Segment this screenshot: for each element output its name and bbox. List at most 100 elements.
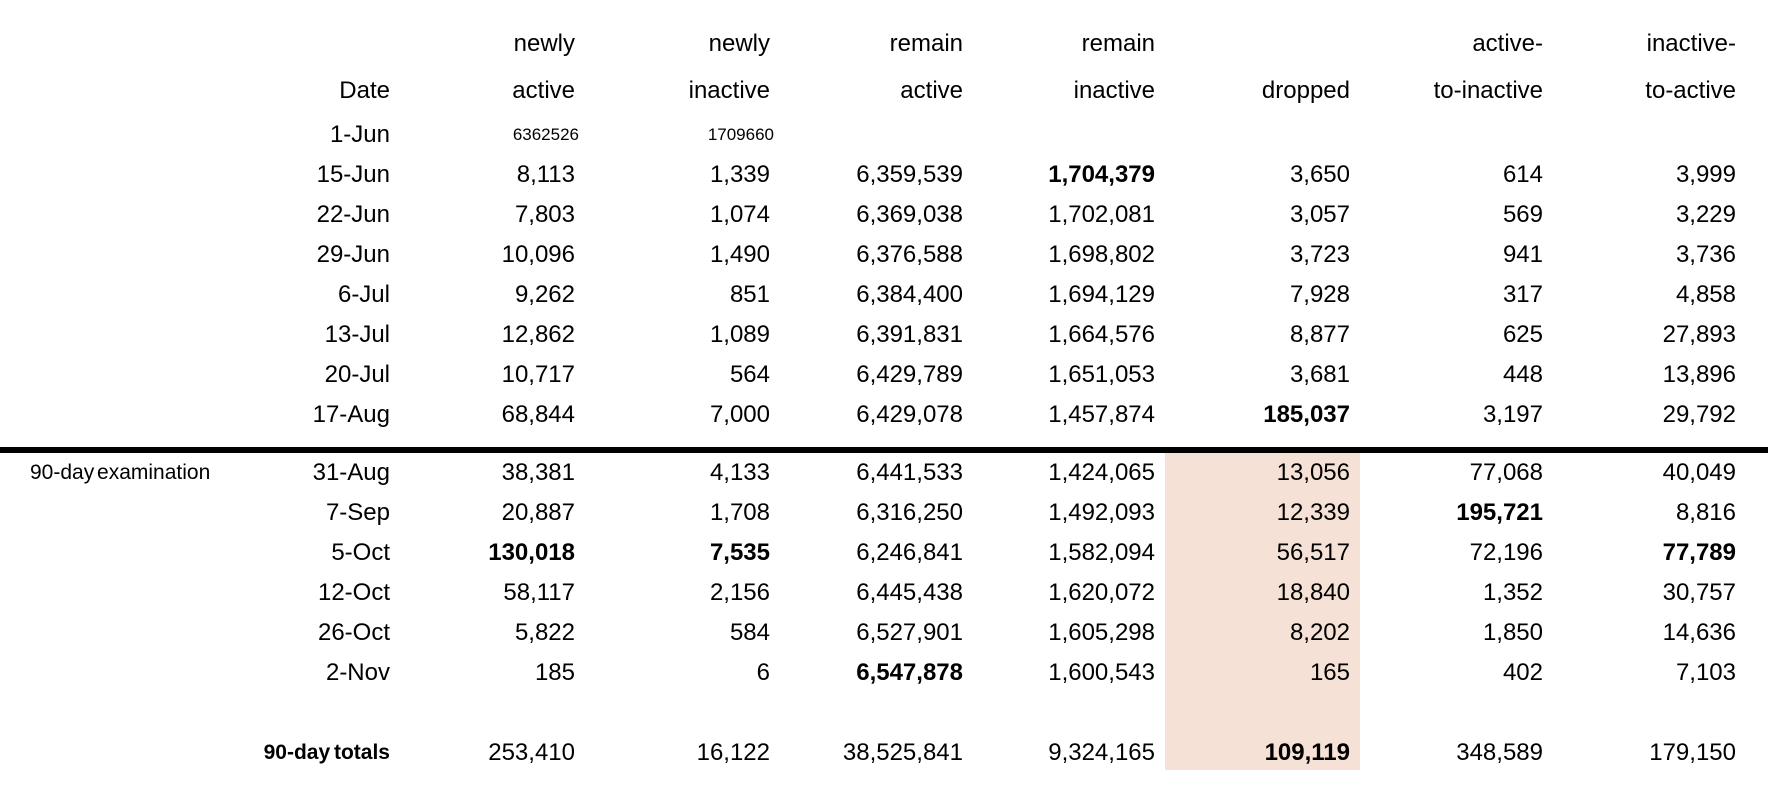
col-header-inactive-to-active-line2[interactable]: to-active — [1645, 77, 1736, 104]
value-cell[interactable]: 6,429,789 — [856, 361, 963, 388]
date-cell[interactable]: 2-Nov — [325, 659, 390, 686]
col-header-remain-inactive-line2[interactable]: inactive — [1073, 77, 1155, 104]
value-cell[interactable] — [1553, 115, 1746, 155]
col-header-remain-active-line2[interactable]: active — [900, 77, 963, 104]
value-cell[interactable]: 448 — [1502, 361, 1543, 388]
date-cell[interactable]: 5-Oct — [331, 539, 390, 566]
value-cell[interactable]: 348,589 — [1456, 739, 1543, 766]
value-cell[interactable]: 1,698,802 — [1048, 241, 1155, 268]
value-cell[interactable]: 68,844 — [501, 401, 575, 428]
value-cell[interactable]: 18,840 — [1276, 579, 1350, 606]
value-cell[interactable]: 1,352 — [1482, 579, 1543, 606]
value-cell[interactable]: 130,018 — [488, 539, 575, 566]
value-cell[interactable]: 317 — [1502, 281, 1543, 308]
date-cell[interactable]: 22-Jun — [316, 201, 390, 228]
value-cell[interactable]: 3,229 — [1675, 201, 1736, 228]
value-cell[interactable]: 3,681 — [1289, 361, 1350, 388]
value-cell[interactable]: 1,074 — [709, 201, 770, 228]
row-label-cell[interactable]: 90-day examination — [30, 461, 211, 484]
value-cell[interactable] — [780, 115, 973, 155]
value-cell[interactable]: 1,089 — [709, 321, 770, 348]
value-cell[interactable]: 14,636 — [1662, 619, 1736, 646]
value-cell[interactable]: 6,359,539 — [856, 161, 963, 188]
value-cell[interactable]: 402 — [1502, 659, 1543, 686]
value-cell[interactable]: 1,694,129 — [1048, 281, 1155, 308]
value-cell[interactable]: 253,410 — [488, 739, 575, 766]
col-header-dropped-line1[interactable] — [1165, 20, 1360, 67]
col-header-dropped-line2[interactable]: dropped — [1261, 77, 1350, 104]
value-cell[interactable]: 185 — [534, 659, 575, 686]
value-cell[interactable]: 6,445,438 — [856, 579, 963, 606]
value-cell[interactable]: 16,122 — [696, 739, 770, 766]
value-cell[interactable]: 13,896 — [1662, 361, 1736, 388]
value-cell[interactable]: 1,424,065 — [1048, 459, 1155, 486]
col-header-newly-active-line2[interactable]: active — [512, 77, 575, 104]
value-cell[interactable]: 56,517 — [1276, 539, 1350, 566]
value-cell[interactable]: 6,369,038 — [856, 201, 963, 228]
value-cell[interactable]: 625 — [1502, 321, 1543, 348]
value-cell[interactable]: 1,702,081 — [1048, 201, 1155, 228]
value-cell[interactable]: 185,037 — [1263, 401, 1350, 428]
value-cell[interactable]: 30,757 — [1662, 579, 1736, 606]
date-cell[interactable]: 17-Aug — [312, 401, 390, 428]
value-cell[interactable]: 4,858 — [1675, 281, 1736, 308]
value-cell[interactable]: 8,816 — [1675, 499, 1736, 526]
value-cell[interactable]: 12,862 — [501, 321, 575, 348]
value-cell[interactable]: 109,119 — [1264, 739, 1350, 766]
col-header-newly-inactive-line1[interactable]: newly — [708, 29, 770, 57]
value-cell[interactable]: 569 — [1502, 201, 1543, 228]
value-cell[interactable]: 584 — [729, 619, 770, 646]
value-cell[interactable]: 1,492,093 — [1048, 499, 1155, 526]
value-cell[interactable]: 9,262 — [514, 281, 575, 308]
col-header-remain-inactive-line1[interactable]: remain — [1081, 29, 1155, 57]
date-cell[interactable]: 7-Sep — [325, 499, 390, 526]
col-header-date[interactable]: Date — [339, 77, 390, 104]
value-cell[interactable]: 6,246,841 — [856, 539, 963, 566]
value-cell[interactable]: 40,049 — [1662, 459, 1736, 486]
value-cell[interactable]: 8,877 — [1289, 321, 1350, 348]
value-cell[interactable]: 6,429,078 — [856, 401, 963, 428]
value-cell[interactable]: 1,582,094 — [1048, 539, 1155, 566]
date-cell[interactable]: 12-Oct — [317, 579, 390, 606]
value-cell[interactable]: 9,324,165 — [1048, 739, 1155, 766]
value-cell[interactable]: 8,202 — [1289, 619, 1350, 646]
value-cell[interactable]: 7,928 — [1289, 281, 1350, 308]
value-cell[interactable]: 6,547,878 — [856, 659, 963, 686]
value-cell[interactable]: 564 — [729, 361, 770, 388]
value-cell[interactable]: 27,893 — [1662, 321, 1736, 348]
value-cell[interactable]: 58,117 — [503, 579, 575, 606]
date-cell[interactable]: 6-Jul — [337, 281, 390, 308]
date-cell[interactable]: 1-Jun — [329, 121, 390, 148]
value-cell[interactable]: 1,708 — [709, 499, 770, 526]
value-cell[interactable]: 6,391,831 — [856, 321, 963, 348]
date-cell[interactable]: 13-Jul — [324, 321, 390, 348]
value-cell[interactable]: 12,339 — [1276, 499, 1350, 526]
value-cell[interactable]: 5,822 — [514, 619, 575, 646]
value-cell[interactable]: 7,535 — [709, 539, 770, 566]
value-cell[interactable]: 6,376,588 — [856, 241, 963, 268]
value-cell[interactable]: 6362526 — [512, 125, 579, 144]
date-cell[interactable]: 26-Oct — [317, 619, 390, 646]
col-header-active-to-inactive-line2[interactable]: to-inactive — [1433, 77, 1543, 104]
value-cell[interactable]: 3,197 — [1482, 401, 1543, 428]
value-cell[interactable]: 3,723 — [1289, 241, 1350, 268]
value-cell[interactable]: 1,605,298 — [1048, 619, 1155, 646]
value-cell[interactable]: 6,441,533 — [856, 459, 963, 486]
value-cell[interactable]: 6 — [756, 659, 770, 686]
value-cell[interactable]: 77,068 — [1469, 459, 1543, 486]
value-cell[interactable]: 1,850 — [1482, 619, 1543, 646]
value-cell[interactable]: 1,651,053 — [1048, 361, 1155, 388]
value-cell[interactable]: 179,150 — [1649, 739, 1736, 766]
value-cell[interactable]: 165 — [1309, 659, 1350, 686]
value-cell[interactable]: 4,133 — [709, 459, 770, 486]
col-header-newly-inactive-line2[interactable]: inactive — [688, 77, 770, 104]
value-cell[interactable] — [1360, 115, 1553, 155]
value-cell[interactable]: 10,717 — [501, 361, 575, 388]
totals-label-cell[interactable]: 90-day totals — [263, 741, 390, 764]
col-header-remain-active-line1[interactable]: remain — [889, 29, 963, 57]
value-cell[interactable]: 7,103 — [1675, 659, 1736, 686]
value-cell[interactable]: 7,803 — [514, 201, 575, 228]
value-cell[interactable]: 6,316,250 — [856, 499, 963, 526]
value-cell[interactable]: 1709660 — [707, 125, 774, 144]
date-cell[interactable]: 29-Jun — [316, 241, 390, 268]
